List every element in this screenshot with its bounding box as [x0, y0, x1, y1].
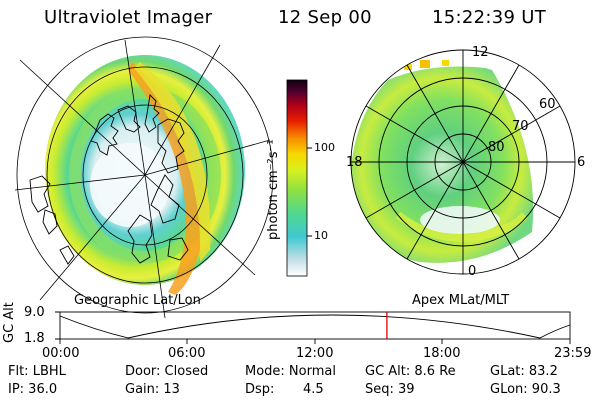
date-label: 12 Sep 00: [278, 7, 372, 28]
colorbar-unit-label: photon cm⁻²s⁻¹: [266, 139, 281, 240]
gain-info: Gain: 13: [125, 382, 180, 397]
timeline-xtick-2359: 23:59: [554, 346, 592, 361]
timeline-ylabel: GC Alt: [2, 302, 17, 343]
timeline-frame: [59, 311, 571, 340]
seq-info: Seq: 39: [365, 382, 415, 397]
mlt-label-12: 12: [472, 45, 489, 60]
filter-info: Flt: LBHL: [8, 364, 66, 379]
door-info: Door: Closed: [125, 364, 209, 379]
colorbar-tick-10: 10: [314, 229, 328, 242]
mlt-label-18: 18: [346, 155, 363, 170]
geographic-map: [14, 36, 274, 319]
glat-info: GLat: 83.2: [490, 364, 558, 379]
altitude-curve: [59, 314, 571, 339]
mlt-label-0: 0: [468, 264, 477, 279]
timeline-ytick-top: 9.0: [24, 305, 45, 320]
lat-lon-grid: [14, 36, 274, 319]
timeline-xtick-0000: 00:00: [42, 346, 80, 361]
time-label: 15:22:39 UT: [432, 7, 547, 28]
left-panel-label: Geographic Lat/Lon: [74, 293, 201, 308]
orbit-timeline: [55, 311, 571, 344]
timeline-ytick-bottom: 1.8: [24, 331, 45, 346]
lat-label-80: 80: [488, 140, 505, 155]
timeline-xtick-0600: 06:00: [168, 346, 206, 361]
mlt-label-6: 6: [577, 155, 586, 170]
polar-grid: [350, 49, 576, 275]
dsp-value: 4.5: [303, 382, 324, 397]
right-panel-label: Apex MLat/MLT: [412, 293, 510, 308]
lat-label-70: 70: [512, 119, 529, 134]
apex-polar-plot: [350, 49, 576, 275]
colorbar-tick-100: 100: [314, 141, 335, 154]
timeline-xtick-1200: 12:00: [296, 346, 334, 361]
coastlines: [29, 94, 189, 265]
timeline-xtick-1800: 18:00: [423, 346, 461, 361]
ip-info: IP: 36.0: [8, 382, 58, 397]
mode-info: Mode: Normal: [245, 364, 336, 379]
instrument-title: Ultraviolet Imager: [44, 7, 213, 28]
colorbar: [286, 79, 308, 277]
glon-info: GLon: 90.3: [490, 382, 561, 397]
gc-alt-info: GC Alt: 8.6 Re: [365, 364, 456, 379]
polar-cap-hole: [90, 143, 170, 227]
lat-label-60: 60: [539, 97, 556, 112]
dsp-label: Dsp:: [245, 382, 275, 397]
